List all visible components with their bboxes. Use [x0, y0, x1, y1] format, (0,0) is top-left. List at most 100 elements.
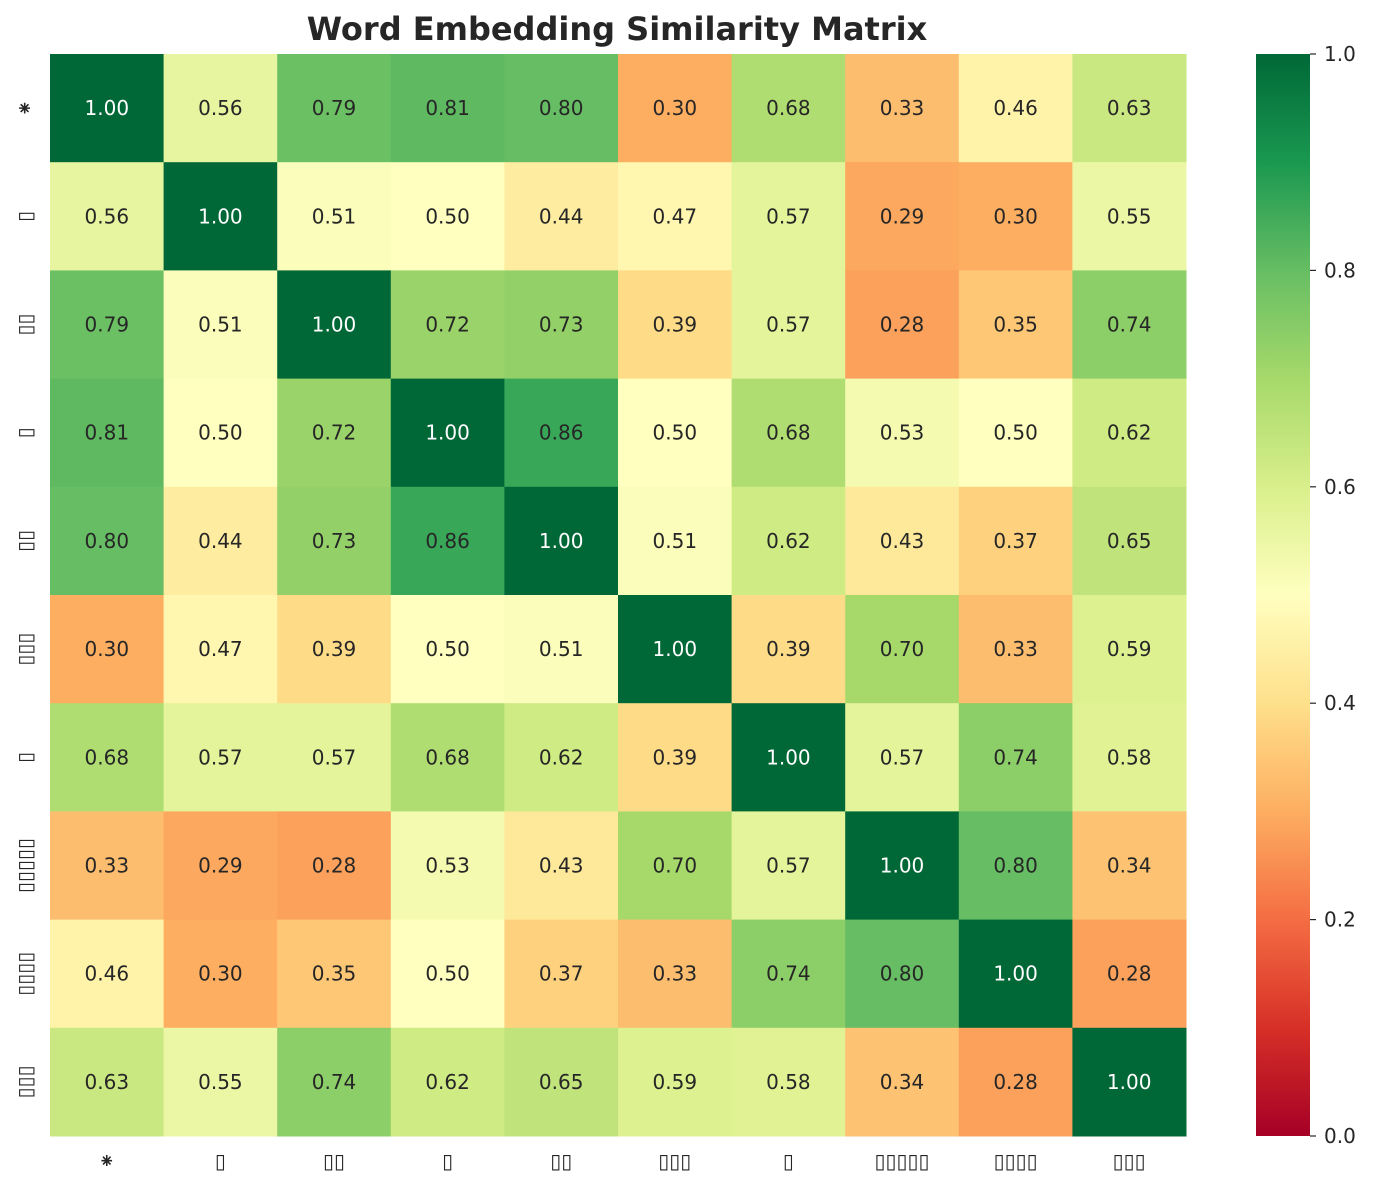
- cell-value-label: 1.00: [880, 854, 925, 878]
- cell-value-label: 0.80: [993, 854, 1038, 878]
- cell-value-label: 0.79: [312, 96, 357, 120]
- cell-value-label: 1.00: [653, 637, 698, 661]
- heatmap-cell: [504, 378, 619, 488]
- heatmap-cell: [618, 162, 733, 271]
- heatmap-cell: [618, 919, 733, 1029]
- y-tick-label: ▯▯: [13, 313, 37, 335]
- cell-value-label: 0.50: [425, 637, 470, 661]
- cell-value-label: 0.86: [539, 421, 584, 445]
- heatmap-cell: [163, 54, 278, 163]
- cell-value-label: 0.72: [312, 421, 357, 445]
- cell-value-label: 0.53: [425, 854, 470, 878]
- heatmap-cell: [731, 919, 846, 1029]
- cell-value-label: 0.70: [653, 854, 698, 878]
- y-tick-label: ▯▯▯: [13, 1065, 37, 1098]
- heatmap-cell: [163, 378, 278, 488]
- heatmap-cell: [390, 270, 505, 380]
- heatmap-cell: [277, 270, 392, 380]
- heatmap-cell: [50, 486, 165, 596]
- heatmap-cell: [618, 811, 733, 921]
- cell-value-label: 0.55: [198, 1070, 243, 1094]
- cell-value-label: 0.44: [198, 529, 243, 553]
- cell-value-label: 0.57: [766, 854, 811, 878]
- cell-value-label: 1.00: [539, 529, 584, 553]
- cell-value-label: 0.80: [539, 96, 584, 120]
- cell-value-label: 0.56: [198, 96, 243, 120]
- heatmap-cell: [958, 703, 1073, 812]
- heatmap-cell: [845, 486, 960, 596]
- heatmap-cell: [504, 703, 619, 812]
- cell-value-label: 1.00: [85, 96, 130, 120]
- colorbar-gradient: [1256, 54, 1310, 1136]
- cell-value-label: 0.30: [85, 637, 130, 661]
- cell-value-label: 0.79: [85, 313, 130, 337]
- heatmap-cell: [845, 54, 960, 163]
- heatmap-cell: [958, 54, 1073, 163]
- heatmap-cell: [390, 486, 505, 596]
- cell-value-label: 0.63: [1107, 96, 1152, 120]
- heatmap-cell: [1072, 811, 1187, 921]
- heatmap-cell: [163, 919, 278, 1029]
- cell-value-label: 0.53: [880, 421, 925, 445]
- heatmap-cell: [845, 811, 960, 921]
- y-tick-label: ⁕: [13, 100, 37, 117]
- colorbar-ticks: 0.0 0.2 0.4 0.6 0.8 1.0: [1310, 42, 1356, 1148]
- heatmap-cell: [50, 595, 165, 704]
- heatmap-cell: [731, 1027, 846, 1137]
- cell-value-label: 0.51: [198, 313, 243, 337]
- heatmap-cell: [731, 162, 846, 271]
- cell-value-label: 0.74: [312, 1070, 357, 1094]
- heatmap-cell: [163, 595, 278, 704]
- cell-value-label: 0.33: [85, 854, 130, 878]
- heatmap-cell: [845, 595, 960, 704]
- heatmap-cell: [958, 486, 1073, 596]
- x-tick-label: ▯▯: [550, 1149, 572, 1173]
- cell-value-label: 0.47: [653, 204, 698, 228]
- heatmap-cell: [958, 162, 1073, 271]
- cell-value-label: 0.57: [312, 745, 357, 769]
- y-tick-label: ▯▯▯: [13, 633, 37, 666]
- x-tick-label: ▯▯▯▯: [994, 1149, 1038, 1173]
- heatmap-cell: [958, 811, 1073, 921]
- heatmap-cell: [731, 270, 846, 380]
- heatmap-cell: [390, 162, 505, 271]
- heatmap-cell: [504, 595, 619, 704]
- y-axis-ticks: ⁕▯▯▯▯▯▯▯▯▯▯▯▯▯▯▯▯▯▯▯▯▯▯: [13, 100, 37, 1099]
- heatmap-cell: [618, 378, 733, 488]
- heatmap-cell: [163, 486, 278, 596]
- heatmap-cell: [390, 54, 505, 163]
- heatmap-cell: [504, 811, 619, 921]
- x-tick-label: ▯: [442, 1149, 453, 1173]
- colorbar-tick-label: 0.0: [1324, 1124, 1356, 1148]
- x-tick-label: ▯: [783, 1149, 794, 1173]
- cell-value-label: 0.74: [766, 962, 811, 986]
- cell-value-label: 0.70: [880, 637, 925, 661]
- cell-value-label: 0.51: [539, 637, 584, 661]
- x-tick-label: ▯▯▯: [658, 1149, 691, 1173]
- x-tick-label: ▯▯▯: [1113, 1149, 1146, 1173]
- chart-title: Word Embedding Similarity Matrix: [307, 10, 928, 48]
- cell-value-label: 0.28: [993, 1070, 1038, 1094]
- heatmap-cell: [504, 1027, 619, 1137]
- heatmap-cell: [845, 919, 960, 1029]
- heatmap-cell: [1072, 54, 1187, 163]
- heatmap-cell: [277, 486, 392, 596]
- heatmap-cell: [504, 162, 619, 271]
- cell-value-label: 0.46: [85, 962, 130, 986]
- cell-value-label: 0.62: [539, 745, 584, 769]
- cell-value-label: 0.68: [425, 745, 470, 769]
- colorbar-tick-label: 0.8: [1324, 258, 1356, 282]
- heatmap-cell: [958, 919, 1073, 1029]
- heatmap-cell: [277, 378, 392, 488]
- cell-value-label: 0.58: [766, 1070, 811, 1094]
- x-tick-label: ⁕: [98, 1149, 115, 1173]
- cell-value-label: 0.86: [425, 529, 470, 553]
- heatmap-cell: [845, 378, 960, 488]
- heatmap-cell: [50, 703, 165, 812]
- cell-value-label: 1.00: [993, 962, 1038, 986]
- heatmap-cell: [50, 378, 165, 488]
- heatmap-cell: [277, 595, 392, 704]
- heatmap-cell: [618, 595, 733, 704]
- cell-value-label: 0.30: [198, 962, 243, 986]
- cell-value-label: 0.47: [198, 637, 243, 661]
